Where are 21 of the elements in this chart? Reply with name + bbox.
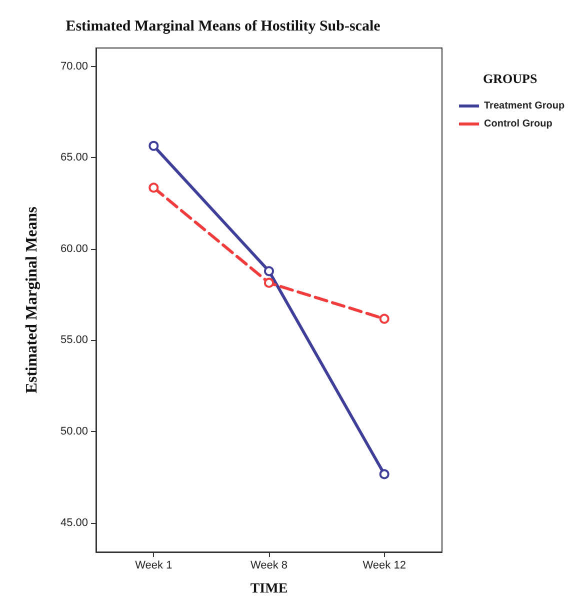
y-tick-label: 50.00: [60, 425, 88, 438]
x-axis-title: TIME: [250, 582, 288, 596]
chart-title: Estimated Marginal Means of Hostility Sub-scale: [66, 18, 381, 34]
legend-label: Control Group: [484, 118, 552, 130]
y-tick-label: 45.00: [60, 516, 88, 529]
legend-title: GROUPS: [483, 71, 538, 86]
y-tick-label: 60.00: [60, 242, 88, 255]
x-tick-label: Week 8: [250, 560, 288, 572]
x-tick-label: Week 12: [362, 560, 406, 572]
y-tick-label: 65.00: [60, 152, 88, 164]
x-tick-label: Week 1: [135, 560, 172, 572]
y-tick-label: 55.00: [60, 334, 88, 346]
legend-label: Treatment Group: [484, 100, 565, 112]
point: [264, 266, 274, 276]
point: [379, 469, 390, 480]
point: [148, 140, 159, 151]
y-tick-label: 70.00: [60, 60, 88, 72]
point: [148, 182, 159, 193]
point: [264, 278, 274, 288]
y-axis-title: Estimated Marginal Means: [24, 206, 40, 394]
point: [379, 314, 390, 324]
